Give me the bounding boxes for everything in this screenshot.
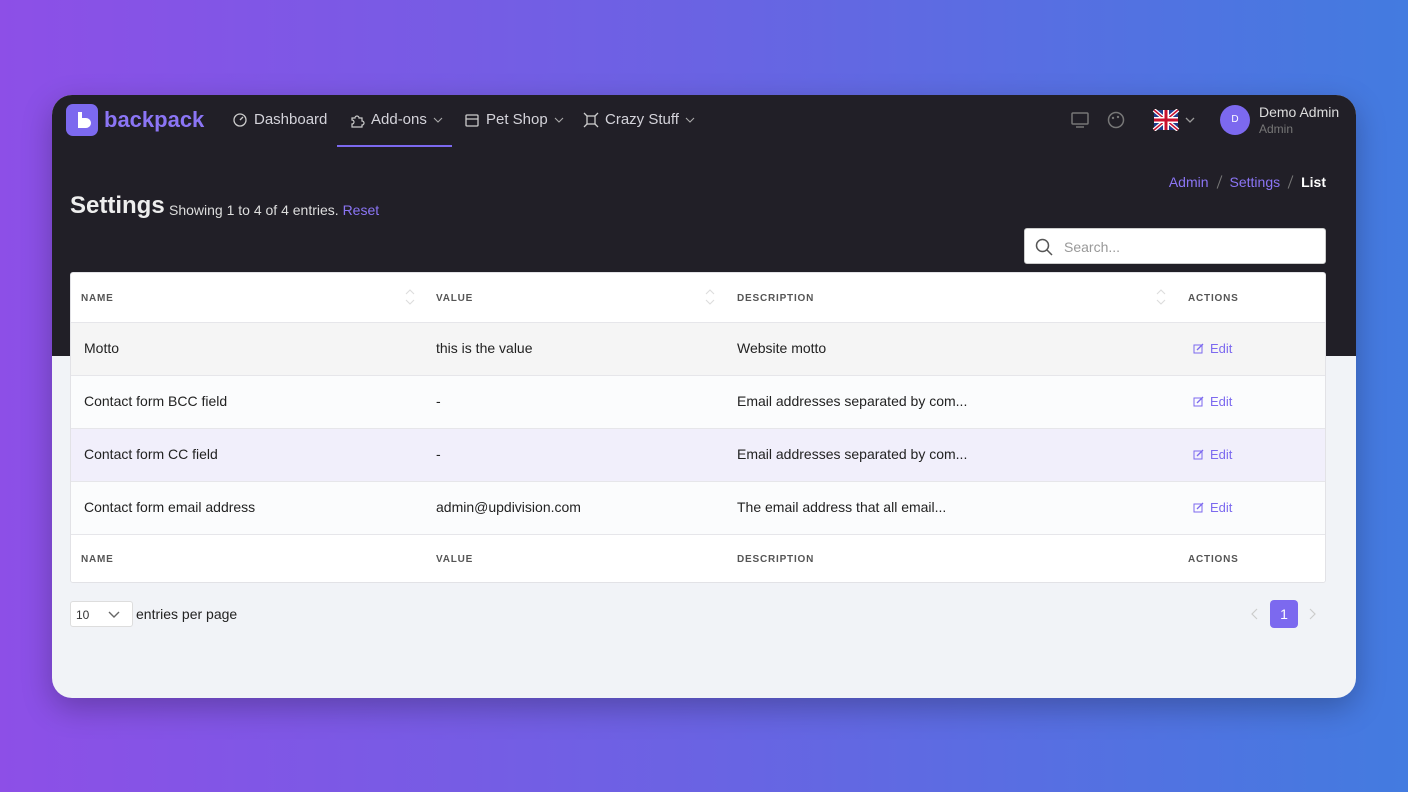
edit-label: Edit: [1210, 500, 1233, 515]
separator: [1287, 175, 1294, 189]
separator: [1216, 175, 1222, 189]
logo[interactable]: [66, 104, 98, 136]
per-page-value: 10: [76, 608, 90, 622]
app-window: backpack D Demo Admin Admin Admin Settin…: [52, 95, 1356, 698]
edit-icon: [1193, 449, 1204, 460]
per-page-label: entries per page: [136, 606, 238, 622]
nav-item[interactable]: Dashboard: [232, 111, 327, 128]
edit-label: Edit: [1210, 341, 1233, 356]
sort-icon[interactable]: [704, 287, 716, 312]
breadcrumb-item[interactable]: Settings: [1229, 174, 1281, 190]
table-cell: Website motto: [737, 340, 827, 356]
nav-icon: [351, 114, 365, 128]
nav-label: Add-ons: [371, 111, 427, 128]
edit-button[interactable]: Edit: [1193, 394, 1232, 409]
edit-icon: [1193, 396, 1204, 407]
user-name[interactable]: Demo Admin: [1259, 104, 1340, 120]
nav-icon: [465, 113, 479, 127]
table-cell: The email address that all email...: [737, 499, 947, 515]
table-footer: [71, 534, 1325, 582]
edit-label: Edit: [1210, 447, 1233, 462]
edit-button[interactable]: Edit: [1193, 447, 1232, 462]
table-cell: Contact form BCC field: [84, 393, 228, 409]
avatar[interactable]: D: [1220, 105, 1250, 135]
edit-icon: [1193, 502, 1204, 513]
edit-button[interactable]: Edit: [1193, 500, 1232, 515]
logo-icon: [78, 112, 91, 128]
chevron: [108, 611, 120, 618]
nav-item[interactable]: Pet Shop: [464, 111, 564, 128]
chevron: [685, 117, 695, 123]
table-row: [71, 322, 1325, 375]
tool-icons[interactable]: [1070, 110, 1142, 130]
column-header[interactable]: VALUE: [436, 293, 474, 304]
next-page[interactable]: [1307, 607, 1317, 621]
table-cell: -: [436, 393, 441, 409]
sort-arrows: [1156, 289, 1166, 305]
column-header[interactable]: DESCRIPTION: [737, 293, 815, 304]
table: NAME VALUE DESCRIPTION ACTIONS Motto this is …: [70, 272, 1326, 583]
column-header[interactable]: VALUE: [436, 554, 474, 565]
per-page-select[interactable]: 10: [70, 601, 133, 627]
nav-item[interactable]: Crazy Stuff: [583, 111, 695, 128]
nav-icon: [233, 112, 247, 127]
column-header[interactable]: NAME: [81, 293, 114, 304]
edit-button[interactable]: Edit: [1193, 341, 1232, 356]
table-cell: Contact form CC field: [84, 446, 218, 462]
table-cell: admin@updivision.com: [436, 499, 581, 515]
column-header[interactable]: DESCRIPTION: [737, 554, 815, 565]
reset-link[interactable]: Reset: [342, 202, 380, 218]
search-icon: [1035, 238, 1053, 256]
breadcrumb-current: List: [1301, 174, 1326, 190]
brand[interactable]: backpack: [104, 107, 205, 132]
table-row: [71, 481, 1325, 534]
column-header[interactable]: NAME: [81, 554, 114, 565]
nav-icon: [583, 112, 599, 127]
user-role: Admin: [1259, 122, 1294, 136]
sort-icon[interactable]: [1155, 287, 1167, 312]
nav-label: Dashboard: [254, 111, 328, 128]
breadcrumb: Admin Settings List: [1169, 174, 1326, 190]
chevron: [554, 117, 564, 123]
sort-arrows: [405, 289, 415, 305]
sort-arrows: [705, 289, 715, 305]
column-header: ACTIONS: [1188, 554, 1239, 565]
subtitle-text: Showing 1 to 4 of 4 entries.: [169, 202, 339, 218]
sort-icon[interactable]: [404, 287, 416, 312]
search-placeholder: Search...: [1064, 239, 1121, 255]
nav-label: Pet Shop: [486, 111, 548, 128]
prev-page[interactable]: [1250, 607, 1260, 621]
edit-icon: [1193, 343, 1204, 354]
subtitle: Showing 1 to 4 of 4 entries. Reset: [169, 202, 379, 218]
table-cell: this is the value: [436, 340, 533, 356]
active-underline: [337, 145, 452, 147]
table-cell: Email addresses separated by com...: [737, 446, 968, 462]
table-cell: -: [436, 446, 441, 462]
nav-item[interactable]: Add-ons: [349, 111, 443, 128]
search-box[interactable]: Search...: [1024, 228, 1326, 264]
table-row: [71, 428, 1325, 481]
column-header: ACTIONS: [1188, 293, 1239, 304]
language-flag[interactable]: [1142, 109, 1198, 131]
table-row: [71, 375, 1325, 428]
table-cell: Email addresses separated by com...: [737, 393, 968, 409]
edit-label: Edit: [1210, 394, 1233, 409]
page-title: Settings: [70, 192, 165, 219]
chevron: [433, 117, 443, 123]
table-cell: Motto: [84, 340, 120, 356]
page-button[interactable]: 1: [1270, 600, 1298, 628]
nav-label: Crazy Stuff: [605, 111, 679, 128]
breadcrumb-item[interactable]: Admin: [1168, 174, 1209, 190]
table-cell: Contact form email address: [84, 499, 256, 515]
